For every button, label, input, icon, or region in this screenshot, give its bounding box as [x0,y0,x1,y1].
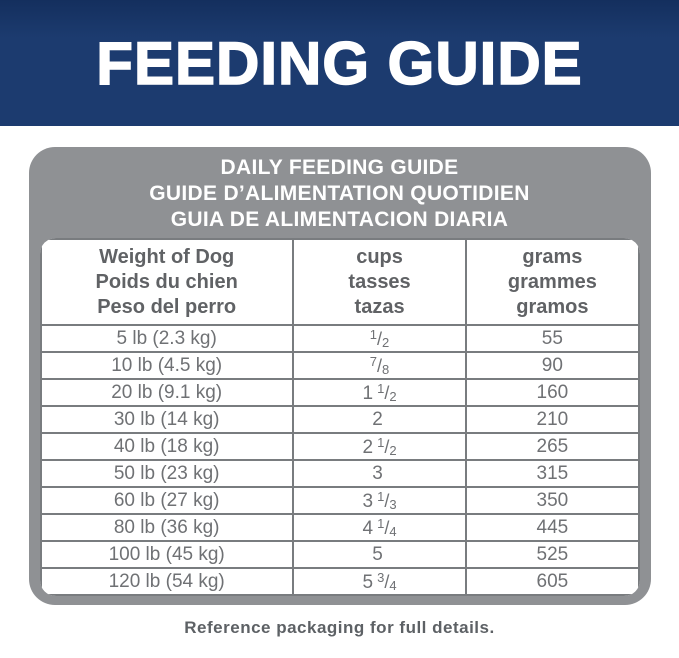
cups-whole: 3 [372,462,383,484]
cups-cell: 7/8 [291,351,468,380]
weight-cell: 40 lb (18 kg) [39,432,294,461]
card-titles: DAILY FEEDING GUIDE GUIDE D’ALIMENTATION… [40,154,640,238]
grams-cell: 525 [465,540,640,569]
grams-cell: 160 [465,378,640,407]
header-line: tazas [354,295,405,318]
fraction-slash: / [384,436,390,457]
cups-cell: 3 1/3 [291,486,468,515]
fraction-denominator: 2 [389,442,397,458]
column-header-weight: Weight of Dog Poids du chien Peso del pe… [39,238,294,326]
fraction-numerator: 1 [377,515,385,531]
cups-cell: 5 3/4 [291,567,468,596]
table-row: 10 lb (4.5 kg) 7/8 90 [39,351,640,380]
table-row: 80 lb (36 kg) 4 1/4 445 [39,513,640,542]
banner-title: FEEDING GUIDE [96,29,583,98]
cups-whole: 2 [362,436,374,458]
weight-cell: 60 lb (27 kg) [39,486,294,515]
weight-cell: 10 lb (4.5 kg) [39,351,294,380]
grams-cell: 315 [465,459,640,488]
weight-cell: 120 lb (54 kg) [39,567,294,596]
cups-cell: 2 1/2 [291,432,468,461]
weight-cell: 30 lb (14 kg) [39,405,294,434]
fraction-denominator: 3 [389,496,397,512]
feeding-table-wrap: Weight of Dog Poids du chien Peso del pe… [39,238,640,596]
fraction-denominator: 2 [382,334,390,350]
grams-cell: 445 [465,513,640,542]
fraction-slash: / [384,490,390,511]
card-title-spanish: GUIA DE ALIMENTACION DIARIA [170,208,509,231]
fraction-numerator: 1 [369,326,378,342]
cups-cell: 3 [291,459,468,488]
fraction-slash: / [377,328,383,349]
fraction-denominator: 8 [382,361,390,377]
column-header-cups: cups tasses tazas [291,238,468,326]
header-line: tasses [348,270,411,293]
grams-cell: 90 [465,351,640,380]
table-row: 40 lb (18 kg) 2 1/2 265 [39,432,640,461]
grams-cell: 350 [465,486,640,515]
cups-whole: 4 [362,517,374,539]
cups-cell: 5 [291,540,468,569]
cups-whole: 2 [372,408,383,430]
fraction-numerator: 3 [377,569,385,585]
fraction-denominator: 2 [389,388,397,404]
fraction-numerator: 7 [369,353,378,369]
cups-whole: 1 [362,382,374,404]
header-line: Peso del perro [97,295,237,318]
header-row: Weight of Dog Poids du chien Peso del pe… [39,238,640,326]
table-row: 30 lb (14 kg) 2 210 [39,405,640,434]
weight-cell: 80 lb (36 kg) [39,513,294,542]
header-line: cups [356,245,403,268]
weight-cell: 50 lb (23 kg) [39,459,294,488]
weight-cell: 100 lb (45 kg) [39,540,294,569]
weight-cell: 20 lb (9.1 kg) [39,378,294,407]
table-row: 100 lb (45 kg) 5 525 [39,540,640,569]
feeding-table: Weight of Dog Poids du chien Peso del pe… [39,238,640,596]
header-line: Poids du chien [95,270,238,293]
table-row: 120 lb (54 kg) 5 3/4 605 [39,567,640,596]
feeding-guide-banner: FEEDING GUIDE [0,0,679,126]
fraction-denominator: 4 [389,577,397,593]
cups-cell: 2 [291,405,468,434]
card-title-english: DAILY FEEDING GUIDE [220,156,459,179]
table-row: 50 lb (23 kg) 3 315 [39,459,640,488]
table-row: 5 lb (2.3 kg) 1/2 55 [39,324,640,353]
fraction-slash: / [384,571,390,592]
grams-cell: 55 [465,324,640,353]
cups-whole: 5 [362,571,374,593]
daily-feeding-guide-card: DAILY FEEDING GUIDE GUIDE D’ALIMENTATION… [28,147,651,605]
table-row: 20 lb (9.1 kg) 1 1/2 160 [39,378,640,407]
grams-cell: 210 [465,405,640,434]
cups-cell: 1/2 [291,324,468,353]
header-line: grams [522,245,583,268]
header-line: grammes [507,270,597,293]
cups-whole: 3 [362,490,374,512]
footer-note: Reference packaging for full details. [184,618,495,637]
weight-cell: 5 lb (2.3 kg) [39,324,294,353]
fraction-slash: / [384,382,390,403]
fraction-slash: / [377,355,383,376]
cups-cell: 4 1/4 [291,513,468,542]
column-header-grams: grams grammes gramos [465,238,640,326]
header-line: gramos [516,295,589,318]
grams-cell: 605 [465,567,640,596]
header-line: Weight of Dog [99,245,235,268]
grams-cell: 265 [465,432,640,461]
cups-whole: 5 [372,543,383,565]
fraction-denominator: 4 [389,523,397,539]
fraction-numerator: 1 [377,488,385,504]
table-row: 60 lb (27 kg) 3 1/3 350 [39,486,640,515]
feeding-table-body: 5 lb (2.3 kg) 1/2 55 10 lb (4.5 kg) 7/8 90 20 … [39,324,640,596]
fraction-slash: / [384,517,390,538]
cups-cell: 1 1/2 [291,378,468,407]
fraction-numerator: 1 [377,434,385,450]
fraction-numerator: 1 [377,380,385,396]
card-title-french: GUIDE D’ALIMENTATION QUOTIDIEN [149,182,530,205]
